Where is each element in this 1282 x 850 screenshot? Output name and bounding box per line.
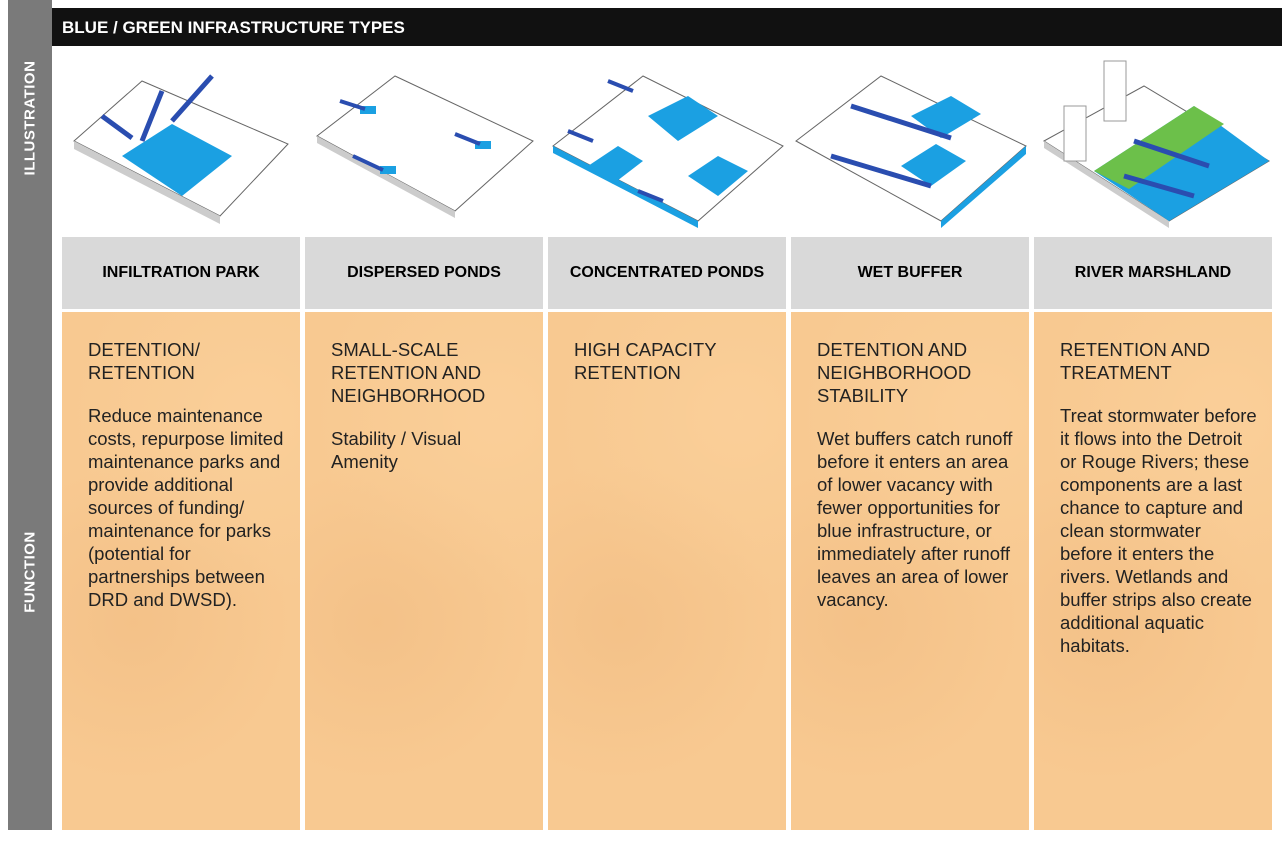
illustration — [316, 75, 534, 218]
row-label: FUNCTION — [21, 531, 39, 613]
function-description: Stability / Visual Amenity — [331, 428, 462, 472]
function-description: Wet buffers catch runoff before it enter… — [817, 428, 1013, 610]
function-cell: DETENTION AND NEIGHBORHOOD STABILITY Wet … — [791, 312, 1029, 830]
function-cell: DETENTION/ RETENTION Reduce maintenance c… — [62, 312, 300, 830]
column-headers: INFILTRATION PARK DISPERSED PONDS CONCENTR… — [62, 237, 1272, 309]
function-cell: RETENTION AND TREATMENT Treat stormwater … — [1034, 312, 1272, 830]
function-description: Treat stormwater before it flows into th… — [1060, 405, 1257, 656]
illustration — [1043, 60, 1270, 228]
function-heading: HIGH CAPACITY RETENTION — [574, 339, 717, 383]
illustration — [795, 75, 1027, 228]
illustration — [552, 75, 784, 228]
function-heading: DETENTION AND NEIGHBORHOOD STABILITY — [817, 339, 972, 406]
function-cell: SMALL-SCALE RETENTION AND NEIGHBORHOOD St… — [305, 312, 543, 830]
function-description: Reduce maintenance costs, repurpose limi… — [88, 405, 284, 610]
column-header: INFILTRATION PARK — [62, 237, 300, 309]
column-header: DISPERSED PONDS — [305, 237, 543, 309]
column-header: CONCENTRATED PONDS — [548, 237, 786, 309]
function-heading: SMALL-SCALE RETENTION AND NEIGHBORHOOD — [331, 339, 486, 406]
header-bar: BLUE / GREEN INFRASTRUCTURE TYPES — [52, 8, 1282, 46]
illustration — [73, 74, 289, 224]
function-heading: RETENTION AND TREATMENT — [1060, 339, 1211, 383]
sidebar: ILLUSTRATION FUNCTION — [8, 0, 52, 830]
illustrations — [62, 46, 1272, 235]
function-cell: HIGH CAPACITY RETENTION — [548, 312, 786, 830]
function-row: DETENTION/ RETENTION Reduce maintenance c… — [62, 312, 1272, 830]
row-label: ILLUSTRATION — [21, 60, 39, 176]
column-header: WET BUFFER — [791, 237, 1029, 309]
function-heading: DETENTION/ RETENTION — [88, 339, 201, 383]
column-header: RIVER MARSHLAND — [1034, 237, 1272, 309]
